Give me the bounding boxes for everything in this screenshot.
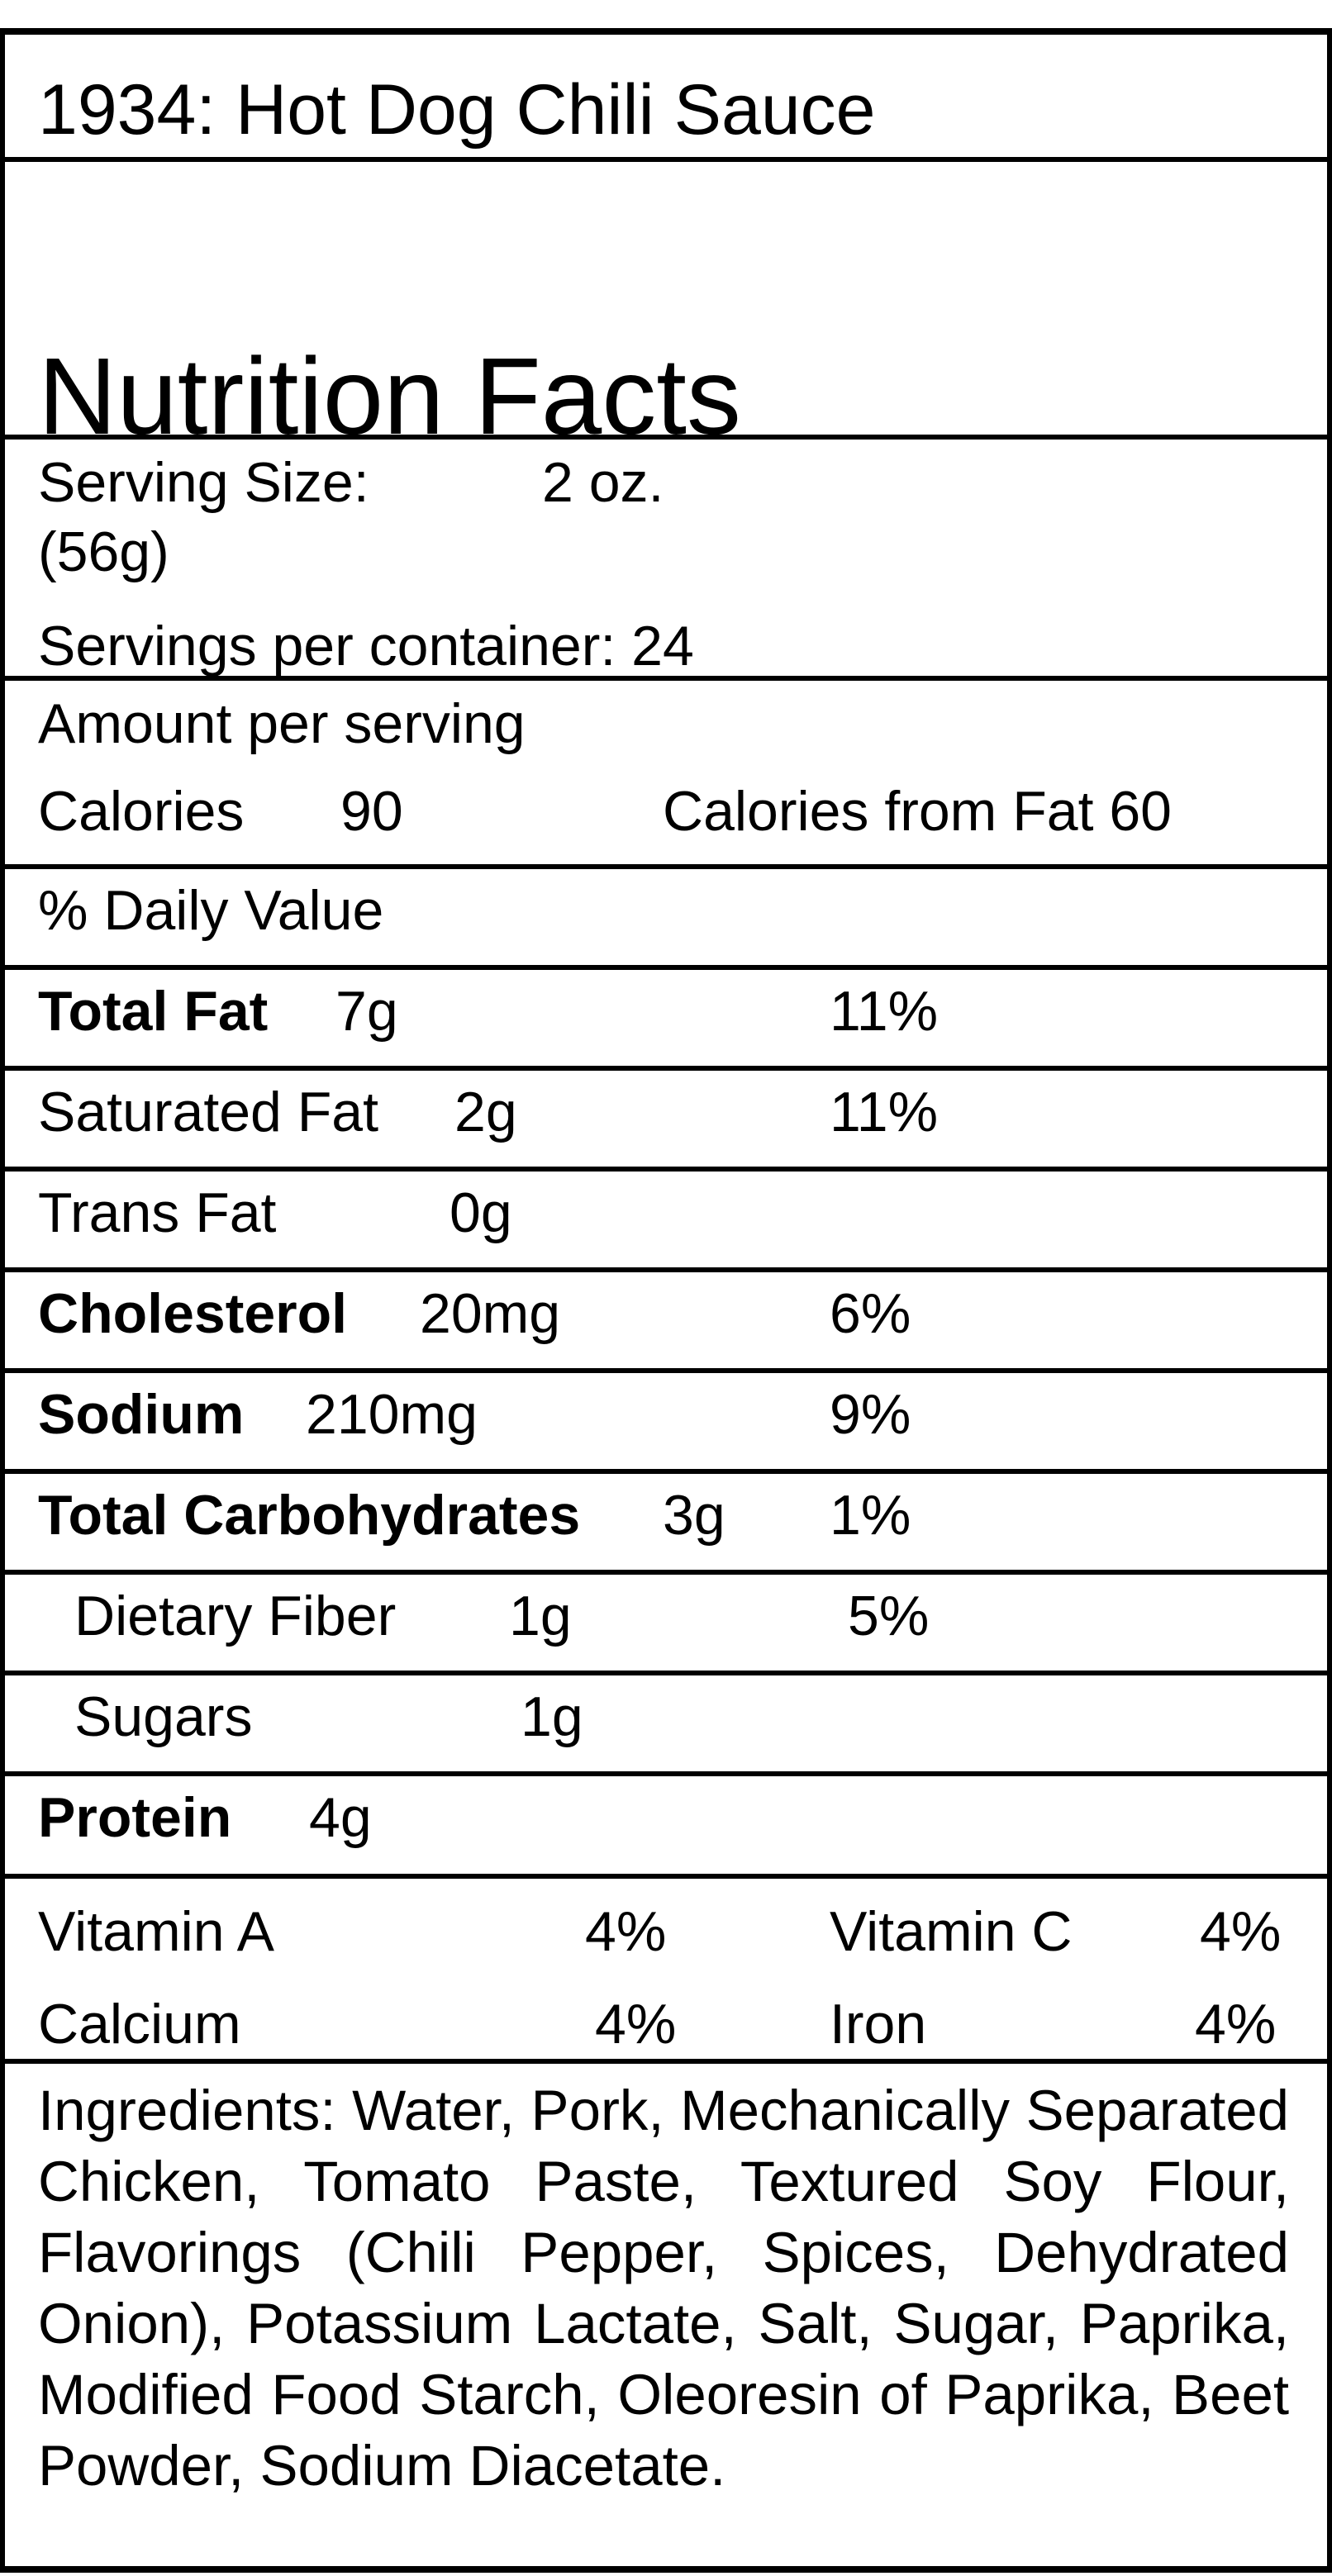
nutrient-daily-value: 6% — [830, 1282, 911, 1345]
nutrient-name: Saturated Fat — [38, 1081, 379, 1143]
divider — [5, 1167, 1327, 1172]
vitamin-name: Vitamin A — [38, 1900, 275, 1963]
divider — [5, 1267, 1327, 1272]
servings-per-container: Servings per container: 24 — [38, 615, 694, 677]
nutrient-name: Sugars — [74, 1685, 253, 1748]
nutrient-name: Trans Fat — [38, 1181, 277, 1244]
nutrient-amount: 4g — [309, 1786, 372, 1849]
nutrient-amount: 3g — [663, 1484, 725, 1547]
divider — [5, 965, 1327, 970]
nutrient-daily-value: 9% — [830, 1383, 911, 1446]
calories-value: 90 — [340, 780, 403, 843]
nutrient-daily-value: 11% — [830, 1081, 939, 1143]
divider — [5, 435, 1327, 440]
vitamin-value: 4% — [595, 1993, 677, 2056]
nutrient-amount: 210mg — [306, 1383, 478, 1446]
product-title: 1934: Hot Dog Chili Sauce — [38, 70, 876, 150]
divider — [5, 676, 1327, 681]
nutrient-name: Total Carbohydrates — [38, 1484, 581, 1547]
nutrient-amount: 20mg — [420, 1282, 561, 1345]
nutrient-amount: 2g — [454, 1081, 517, 1143]
nutrient-name: Dietary Fiber — [74, 1585, 397, 1647]
nutrient-daily-value: 1% — [830, 1484, 911, 1547]
nutrient-name: Protein — [38, 1786, 232, 1849]
nutrient-daily-value: 11% — [830, 980, 939, 1043]
calories-label: Calories — [38, 780, 245, 843]
vitamin-value: 4% — [1195, 1993, 1277, 2056]
nutrient-name: Total Fat — [38, 980, 269, 1043]
divider — [5, 1671, 1327, 1675]
divider — [5, 157, 1327, 162]
nutrient-name: Cholesterol — [38, 1282, 348, 1345]
divider — [5, 1874, 1327, 1879]
nutrient-amount: 0g — [450, 1181, 512, 1244]
calories-from-fat: Calories from Fat 60 — [663, 780, 1172, 843]
vitamin-name: Vitamin C — [830, 1900, 1073, 1963]
nutrient-amount: 7g — [335, 980, 398, 1043]
divider — [5, 1066, 1327, 1071]
divider — [5, 2059, 1327, 2064]
nutrient-name: Sodium — [38, 1383, 245, 1446]
nutrient-amount: 1g — [509, 1585, 572, 1647]
serving-size-value: 2 oz. — [542, 451, 664, 514]
vitamin-name: Iron — [830, 1993, 927, 2056]
vitamin-value: 4% — [585, 1900, 667, 1963]
amount-per-serving: Amount per serving — [38, 692, 526, 755]
nutrient-daily-value: 5% — [848, 1585, 930, 1647]
divider — [5, 1469, 1327, 1474]
ingredients-text: Ingredients: Water, Pork, Mechanically S… — [38, 2079, 1289, 2498]
nutrition-label: 1934: Hot Dog Chili Sauce Nutrition Fact… — [0, 28, 1332, 2573]
divider — [5, 1368, 1327, 1373]
divider — [5, 864, 1327, 869]
vitamin-name: Calcium — [38, 1993, 241, 2056]
nutrient-amount: 1g — [521, 1685, 583, 1748]
divider — [5, 1570, 1327, 1575]
divider — [5, 1771, 1327, 1776]
daily-value-header: % Daily Value — [38, 879, 384, 942]
serving-size-grams: (56g) — [38, 520, 169, 583]
vitamin-value: 4% — [1200, 1900, 1282, 1963]
nutrition-facts-heading: Nutrition Facts — [38, 335, 741, 457]
serving-size-label: Serving Size: — [38, 451, 369, 514]
